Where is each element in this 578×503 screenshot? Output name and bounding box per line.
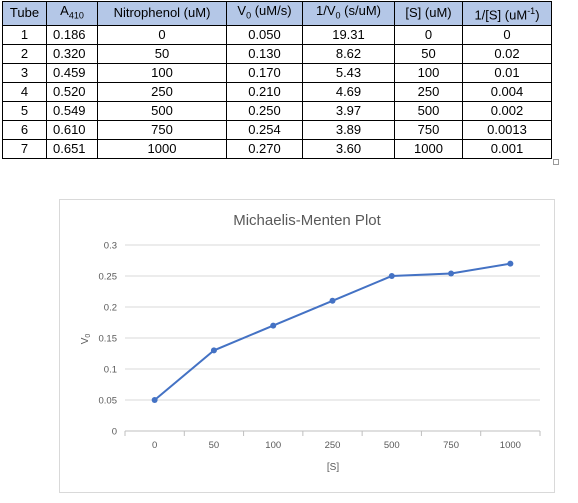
table-cell: 750 bbox=[97, 119, 227, 140]
table-cell: 3.89 bbox=[302, 119, 395, 140]
table-cell: 0.549 bbox=[46, 100, 98, 121]
table-cell: 50 bbox=[97, 43, 227, 64]
table-cell: 1000 bbox=[394, 138, 463, 159]
table-cell: 2 bbox=[2, 43, 47, 64]
table-row: 4 0.520 250 0.210 4.69 250 0.004 bbox=[2, 81, 552, 102]
table-cell: 19.31 bbox=[302, 24, 395, 45]
table-cell: 4.69 bbox=[302, 81, 395, 102]
data-point bbox=[329, 297, 336, 304]
table-cell: 0.001 bbox=[462, 138, 552, 159]
y-axis-label: V0 bbox=[80, 334, 92, 345]
table-row: 3 0.459 100 0.170 5.43 100 0.01 bbox=[2, 62, 552, 83]
y-tick-label: 0.15 bbox=[99, 334, 118, 345]
table-cell: 0 bbox=[462, 24, 552, 45]
table-cell: 500 bbox=[97, 100, 227, 121]
table-cell: 5 bbox=[2, 100, 47, 121]
table-cell: 750 bbox=[394, 119, 463, 140]
chart-title: Michaelis-Menten Plot bbox=[233, 212, 381, 229]
x-tick-labels: 0 50 100 250 500 750 1000 bbox=[152, 440, 521, 451]
table-cell: 250 bbox=[394, 81, 463, 102]
table-cell: 0.270 bbox=[226, 138, 303, 159]
x-tick-label: 1000 bbox=[500, 440, 521, 451]
table-cell: 0.186 bbox=[46, 24, 98, 45]
table-row: 7 0.651 1000 0.270 3.60 1000 0.001 bbox=[2, 138, 552, 159]
table-row: 5 0.549 500 0.250 3.97 500 0.002 bbox=[2, 100, 552, 121]
series-line bbox=[154, 262, 511, 401]
header-substrate: [S] (uM) bbox=[394, 1, 463, 26]
table-cell: 0.01 bbox=[462, 62, 552, 83]
y-tick-labels: 0 0.05 0.1 0.15 0.2 0.25 0.3 bbox=[99, 241, 118, 438]
table-cell: 7 bbox=[2, 138, 47, 159]
table-cell: 50 bbox=[394, 43, 463, 64]
table-cell: 5.43 bbox=[302, 62, 395, 83]
table-cell: 8.62 bbox=[302, 43, 395, 64]
data-point bbox=[270, 322, 277, 329]
table-row: 6 0.610 750 0.254 3.89 750 0.0013 bbox=[2, 119, 552, 140]
series-v0 bbox=[151, 260, 514, 403]
header-v0: V0 (uM/s) bbox=[226, 1, 303, 26]
table-cell: 0.459 bbox=[46, 62, 98, 83]
x-tick-label: 250 bbox=[325, 440, 341, 451]
table-cell: 6 bbox=[2, 119, 47, 140]
table-cell: 0.520 bbox=[46, 81, 98, 102]
table-cell: 250 bbox=[97, 81, 227, 102]
table-cell: 0.130 bbox=[226, 43, 303, 64]
gridlines bbox=[124, 244, 541, 436]
table-cell: 0 bbox=[394, 24, 463, 45]
table-cell: 0.004 bbox=[462, 81, 552, 102]
header-inverse-v0: 1/V0 (s/uM) bbox=[302, 1, 395, 26]
table-cell: 1 bbox=[2, 24, 47, 45]
table-cell: 1000 bbox=[97, 138, 227, 159]
table-header-row: Tube A410 Nitrophenol (uM) V0 (uM/s) 1/V… bbox=[2, 1, 552, 26]
y-tick-label: 0.1 bbox=[104, 365, 117, 376]
table-row: 2 0.320 50 0.130 8.62 50 0.02 bbox=[2, 43, 552, 64]
table-cell: 3.97 bbox=[302, 100, 395, 121]
data-point bbox=[448, 270, 455, 277]
y-tick-label: 0.25 bbox=[99, 272, 118, 283]
table-cell: 0.02 bbox=[462, 43, 552, 64]
data-point bbox=[210, 347, 217, 354]
table-cell: 0.250 bbox=[226, 100, 303, 121]
table-cell: 500 bbox=[394, 100, 463, 121]
table-cell: 0.610 bbox=[46, 119, 98, 140]
header-tube: Tube bbox=[2, 1, 47, 26]
table-cell: 4 bbox=[2, 81, 47, 102]
data-point bbox=[388, 273, 395, 279]
table-cell: 0.651 bbox=[46, 138, 98, 159]
data-point bbox=[151, 397, 158, 403]
x-axis-label: [S] bbox=[327, 462, 339, 473]
table-cell: 3 bbox=[2, 62, 47, 83]
x-tick-label: 500 bbox=[384, 440, 400, 451]
header-absorbance: A410 bbox=[46, 1, 98, 26]
x-tick-label: 0 bbox=[152, 440, 157, 451]
table-cell: 100 bbox=[394, 62, 463, 83]
table-cell: 0.170 bbox=[226, 62, 303, 83]
table-cell: 3.60 bbox=[302, 138, 395, 159]
y-tick-label: 0.05 bbox=[99, 396, 118, 407]
chart-frame[interactable]: Michaelis-Menten Plot 0 0.05 0.1 0.15 0.2 0.2… bbox=[59, 199, 555, 493]
x-tick-label: 50 bbox=[209, 440, 220, 451]
table-body: 1 0.186 0 0.050 19.31 0 0 2 0.320 50 0.130 8.62 50 0.… bbox=[2, 24, 552, 159]
y-tick-label: 0.3 bbox=[104, 241, 117, 252]
y-tick-label: 0.2 bbox=[104, 303, 117, 314]
table-cell: 0.320 bbox=[46, 43, 98, 64]
table-cell: 0.254 bbox=[226, 119, 303, 140]
michaelis-menten-chart: Michaelis-Menten Plot 0 0.05 0.1 0.15 0.2 0.2… bbox=[80, 212, 541, 473]
data-table: Tube A410 Nitrophenol (uM) V0 (uM/s) 1/V… bbox=[2, 1, 552, 159]
table-cell: 0.210 bbox=[226, 81, 303, 102]
data-point bbox=[507, 260, 514, 267]
header-inverse-substrate: 1/[S] (uM-1) bbox=[462, 1, 552, 26]
x-tick-label: 750 bbox=[443, 440, 459, 451]
table-cell: 0 bbox=[97, 24, 227, 45]
table-cell: 100 bbox=[97, 62, 227, 83]
table-row: 1 0.186 0 0.050 19.31 0 0 bbox=[2, 24, 552, 45]
y-tick-label: 0 bbox=[112, 427, 117, 438]
table-cell: 0.0013 bbox=[462, 119, 552, 140]
table-cell: 0.002 bbox=[462, 100, 552, 121]
header-nitrophenol: Nitrophenol (uM) bbox=[97, 1, 227, 26]
table-cell: 0.050 bbox=[226, 24, 303, 45]
x-tick-label: 100 bbox=[265, 440, 281, 451]
table-resize-handle[interactable] bbox=[553, 159, 559, 165]
